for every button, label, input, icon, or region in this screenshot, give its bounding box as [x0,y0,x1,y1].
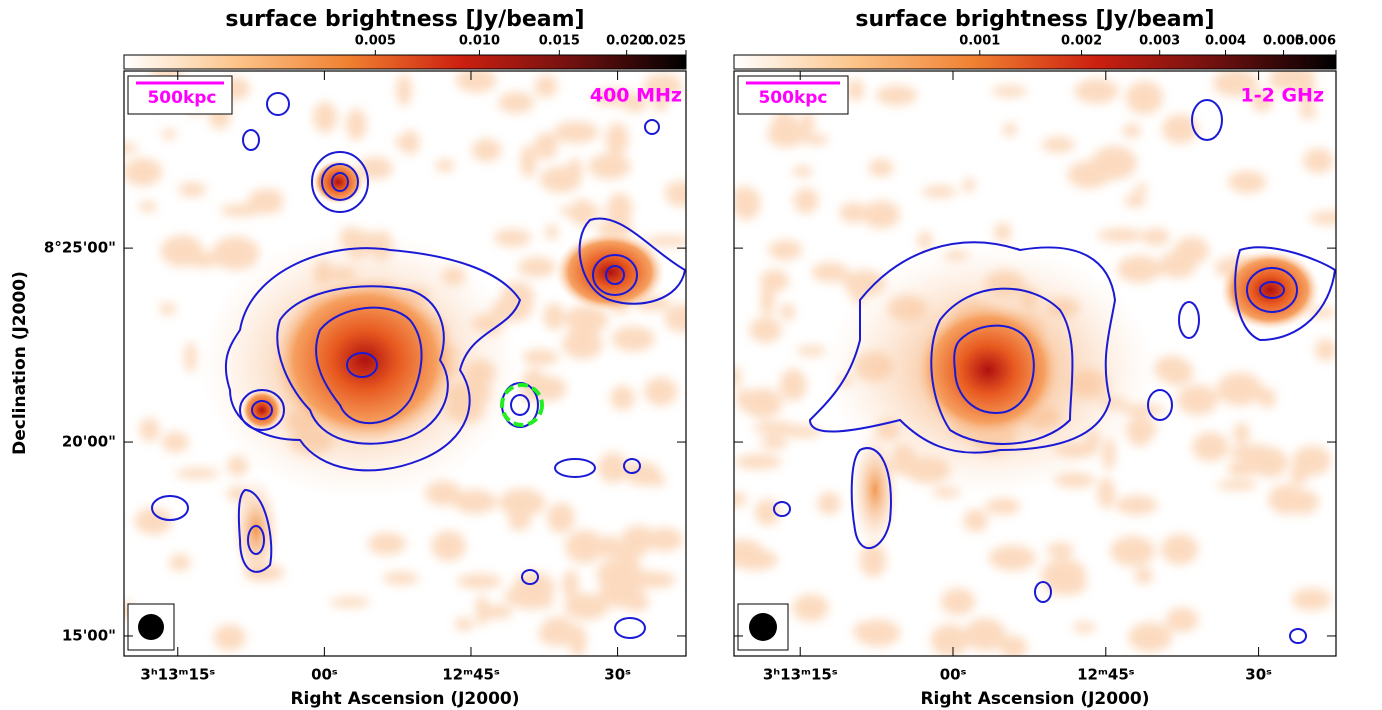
x-tick-label: 12ᵐ45ˢ [1077,666,1135,684]
colorbar-tick-label: 0.004 [1205,34,1246,49]
colorbar-label: surface brightness [Jy/beam] [225,7,584,32]
figure: 500kpc 400 MHz 500kpc 1-2 GHz Declinatio… [0,0,1382,710]
frequency-label: 1-2 GHz [1241,85,1325,107]
colorbar-tick-label: 0.005 [355,34,396,49]
colorbar-tick-label: 0.001 [959,34,1000,49]
frequency-label: 400 MHz [590,85,682,107]
x-axis-label: Right Ascension (J2000) [920,689,1149,709]
y-axis-label: Declination (J2000) [10,271,30,455]
x-tick-label: 00ˢ [311,666,338,684]
x-tick-label: 12ᵐ45ˢ [442,666,500,684]
colorbar-tick-label: 0.025 [645,34,686,49]
y-tick-label: 15'00" [62,626,116,644]
x-tick-label: 30ˢ [1245,666,1272,684]
scale-bar-label: 500kpc [147,88,216,108]
radio-image [112,64,702,657]
colorbar-tick-label: 0.010 [459,34,500,49]
colorbar [124,55,686,69]
colorbar-tick-label: 0.003 [1139,34,1180,49]
radio-image [720,65,1352,659]
colorbar-tick-label: 0.020 [606,34,647,49]
colorbar [734,55,1336,69]
scale-bar-label: 500kpc [758,88,827,108]
x-tick-label: 3ʰ13ᵐ15ˢ [763,666,838,684]
x-tick-label: 30ˢ [604,666,631,684]
x-tick-label: 00ˢ [940,666,967,684]
colorbar-tick-label: 0.015 [539,34,580,49]
x-tick-label: 3ʰ13ᵐ15ˢ [140,666,215,684]
y-tick-label: 20'00" [62,433,116,451]
x-axis-label: Right Ascension (J2000) [290,689,519,709]
colorbar-tick-label: 0.006 [1295,34,1336,49]
y-tick-label: 8°25'00" [44,239,116,257]
colorbar-tick-label: 0.002 [1061,34,1102,49]
colorbar-label: surface brightness [Jy/beam] [855,7,1214,32]
